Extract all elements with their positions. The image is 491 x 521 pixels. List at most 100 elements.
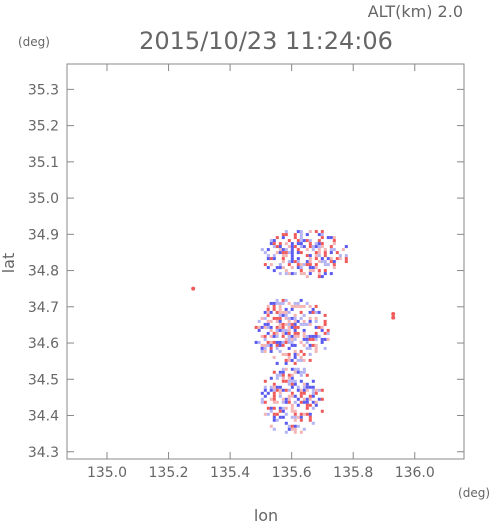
data-cell — [281, 352, 285, 356]
data-cell — [284, 340, 288, 344]
data-cell — [311, 307, 315, 311]
data-cell — [284, 379, 288, 383]
data-cell — [311, 385, 315, 389]
data-cell — [275, 331, 279, 335]
data-cell — [326, 328, 330, 332]
y-ticks: 34.3 34.4 34.5 34.6 34.7 34.8 34.9 35.0 35.1 35.2… — [28, 82, 464, 461]
data-cell — [308, 310, 312, 314]
data-cell — [317, 310, 321, 314]
plot-frame — [66, 63, 465, 460]
data-cell — [269, 263, 273, 267]
data-cell — [278, 272, 282, 276]
data-cell — [320, 337, 324, 341]
data-cell — [275, 361, 279, 365]
data-cell — [266, 406, 270, 410]
data-cell — [290, 373, 294, 377]
data-cell — [290, 322, 294, 326]
data-cell — [272, 391, 276, 395]
data-cell — [299, 239, 303, 243]
data-cell — [305, 334, 309, 338]
data-cell — [287, 272, 291, 276]
data-cell — [296, 242, 300, 246]
data-cell — [275, 301, 279, 305]
data-cell — [305, 254, 309, 258]
data-cell — [299, 379, 303, 383]
data-point — [191, 286, 196, 291]
data-cell — [272, 394, 276, 398]
data-cell — [293, 394, 297, 398]
data-cell — [284, 322, 288, 326]
data-cell — [272, 418, 276, 422]
data-cell — [302, 382, 306, 386]
data-cell — [305, 337, 309, 341]
data-cell — [287, 301, 291, 305]
data-cell — [284, 406, 288, 410]
data-cell — [305, 406, 309, 410]
data-cell — [263, 310, 267, 314]
data-cell — [320, 397, 324, 401]
data-cell — [299, 272, 303, 276]
data-cell — [299, 242, 303, 246]
data-cell — [257, 319, 261, 323]
data-cell — [272, 334, 276, 338]
data-cell — [293, 313, 297, 317]
data-cell — [278, 349, 282, 353]
data-cell — [314, 251, 318, 255]
data-cell — [287, 319, 291, 323]
data-cell — [272, 382, 276, 386]
data-cell — [293, 424, 297, 428]
data-cell — [299, 263, 303, 267]
data-cell — [269, 334, 273, 338]
data-cell — [317, 325, 321, 329]
data-cell — [332, 263, 336, 267]
data-cell — [281, 322, 285, 326]
data-cell — [305, 340, 309, 344]
data-cell — [284, 430, 288, 434]
data-cell — [269, 242, 273, 246]
data-cell — [302, 397, 306, 401]
data-cell — [275, 343, 279, 347]
data-cell — [323, 346, 327, 350]
data-cell — [269, 310, 273, 314]
data-cell — [275, 385, 279, 389]
data-cell — [281, 260, 285, 264]
data-cell — [293, 233, 297, 237]
data-cell — [302, 328, 306, 332]
data-cell — [308, 242, 312, 246]
data-cell — [299, 340, 303, 344]
data-cell — [299, 355, 303, 359]
data-cell — [305, 301, 309, 305]
data-cell — [281, 233, 285, 237]
data-cell — [281, 251, 285, 255]
data-cell — [320, 409, 324, 413]
data-cell — [308, 343, 312, 347]
data-cell — [263, 349, 267, 353]
data-cell — [317, 242, 321, 246]
data-cell — [269, 385, 273, 389]
data-cell — [275, 251, 279, 255]
data-cell — [320, 242, 324, 246]
data-cell — [314, 257, 318, 261]
data-cell — [326, 257, 330, 261]
data-cell — [329, 248, 333, 252]
data-cell — [311, 391, 315, 395]
data-cell — [275, 400, 279, 404]
data-cell — [320, 245, 324, 249]
data-cell — [296, 248, 300, 252]
data-cell — [296, 358, 300, 362]
data-cell — [281, 334, 285, 338]
data-cell — [308, 418, 312, 422]
data-cell — [290, 406, 294, 410]
data-cell — [275, 334, 279, 338]
data-cell — [290, 340, 294, 344]
data-cell — [278, 304, 282, 308]
data-cell — [296, 403, 300, 407]
data-cell — [266, 331, 270, 335]
data-cell — [281, 343, 285, 347]
data-cell — [278, 340, 282, 344]
data-cell — [275, 328, 279, 332]
data-cell — [281, 236, 285, 240]
data-cell — [290, 394, 294, 398]
data-cell — [275, 310, 279, 314]
data-cell — [308, 397, 312, 401]
